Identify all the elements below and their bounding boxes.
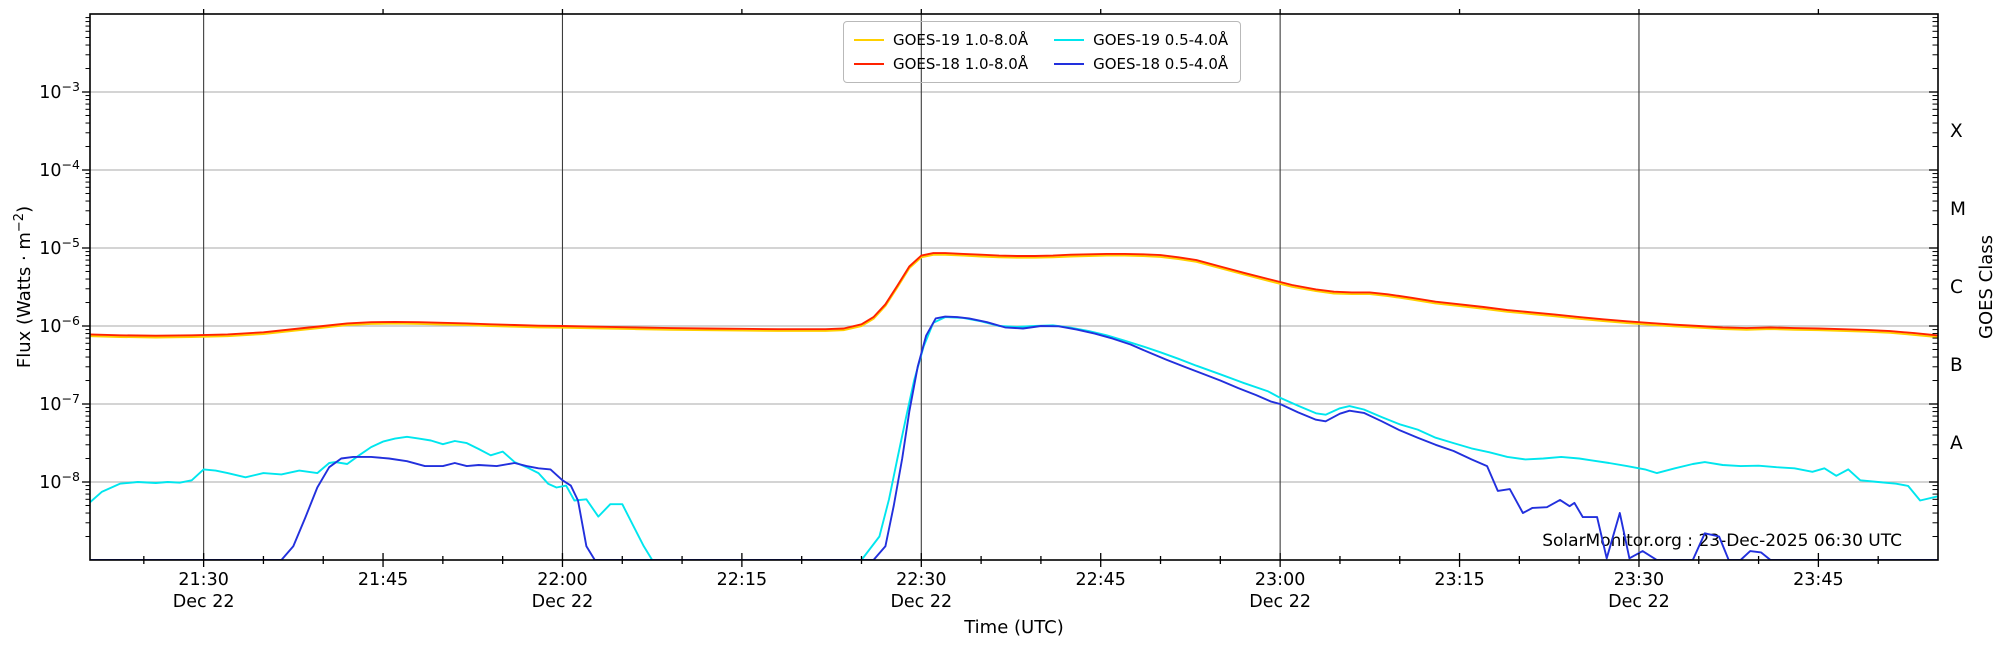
horizontal-gridlines — [90, 91, 1938, 483]
x-tick-label: 22:45 — [1075, 570, 1125, 590]
series-goes19_long — [90, 253, 1938, 339]
x-tick-label: 23:45 — [1793, 570, 1843, 590]
x-tick-label: 22:00 — [537, 570, 587, 590]
goes-class-C: C — [1950, 277, 1963, 298]
legend-swatch-goes19_long — [854, 38, 884, 42]
legend-label: GOES-18 0.5-4.0Å — [1093, 55, 1229, 73]
goes-class-B: B — [1950, 355, 1963, 376]
y-axis-title-right: GOES Class — [1976, 235, 1997, 339]
legend-swatch-goes19_short — [1054, 38, 1085, 42]
x-tick-label: 21:30 — [178, 570, 228, 590]
x-tick-date: Dec 22 — [890, 592, 952, 612]
y-axis-title-left: Flux (Watts · m−2) — [12, 206, 35, 368]
series-lines — [90, 252, 1938, 560]
series-goes18_short — [90, 315, 1938, 560]
legend-swatch-goes18_long — [854, 62, 884, 66]
y-tick-label: 10−4 — [39, 157, 80, 181]
x-tick-date: Dec 22 — [1608, 592, 1670, 612]
x-axis-title: Time (UTC) — [963, 617, 1064, 638]
x-tick-label: 22:15 — [717, 570, 767, 590]
watermark: SolarMonitor.org : 23-Dec-2025 06:30 UTC — [1542, 531, 1902, 551]
y-tick-label: 10−6 — [39, 313, 80, 337]
x-tick-label: 23:00 — [1255, 570, 1305, 590]
vertical-gridlines — [203, 14, 1640, 560]
x-tick-label: 23:15 — [1434, 570, 1484, 590]
legend-swatch-goes18_short — [1054, 62, 1085, 66]
goes-class-A: A — [1950, 433, 1963, 454]
legend-label: GOES-19 1.0-8.0Å — [893, 31, 1029, 49]
legend-item-goes19_long: GOES-19 1.0-8.0Å — [854, 29, 1028, 51]
y-tick-labels: 10−3 10−4 10−5 10−6 10−7 10−8 — [39, 79, 80, 493]
axis-ticks — [82, 9, 1938, 567]
x-tick-date: Dec 22 — [1249, 592, 1311, 612]
x-tick-label: 22:30 — [896, 570, 946, 590]
goes-class-M: M — [1950, 199, 1966, 220]
x-tick-label: 21:45 — [358, 570, 408, 590]
y-tick-label: 10−7 — [39, 391, 80, 415]
goes-class-X: X — [1950, 121, 1963, 142]
legend-item-goes18_short: GOES-18 0.5-4.0Å — [1054, 53, 1228, 75]
x-tick-date: Dec 22 — [532, 592, 594, 612]
x-tick-date: Dec 22 — [173, 592, 235, 612]
x-tick-label: 23:30 — [1614, 570, 1664, 590]
goes-class-labels: X M C B A — [1950, 121, 1966, 454]
series-goes19_short — [90, 316, 1938, 560]
y-tick-label: 10−8 — [39, 469, 80, 493]
plot-border — [89, 13, 1939, 561]
legend-label: GOES-19 0.5-4.0Å — [1093, 31, 1229, 49]
legend-item-goes18_long: GOES-18 1.0-8.0Å — [854, 53, 1028, 75]
chart-legend: GOES-19 1.0-8.0Å GOES-18 1.0-8.0Å GOES-19 … — [843, 21, 1242, 83]
legend-item-goes19_short: GOES-19 0.5-4.0Å — [1054, 29, 1228, 51]
series-goes18_long — [90, 252, 1938, 337]
y-tick-label: 10−5 — [39, 235, 80, 259]
legend-label: GOES-18 1.0-8.0Å — [893, 55, 1029, 73]
y-tick-label: 10−3 — [39, 79, 80, 103]
